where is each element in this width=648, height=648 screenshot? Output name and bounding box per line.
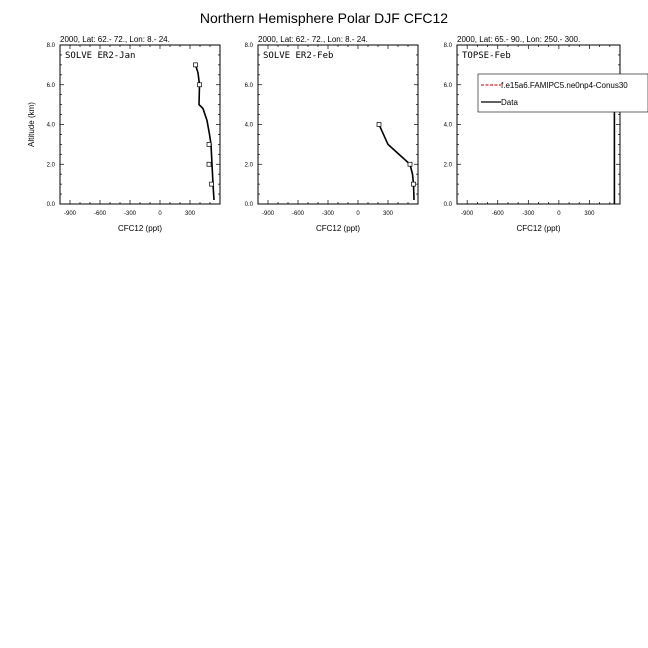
series-line xyxy=(194,64,215,201)
panel-subtitle: 2000, Lat: 62.- 72., Lon: 8.- 24. xyxy=(60,35,170,44)
x-axis-label: CFC12 (ppt) xyxy=(118,224,162,233)
panels: 2000, Lat: 62.- 72., Lon: 8.- 24. -900 -60… xyxy=(27,35,648,233)
x-tick-label: -300 xyxy=(124,211,137,217)
data-layer xyxy=(193,62,215,201)
x-tick-label: 300 xyxy=(185,211,196,217)
x-tick-label: -300 xyxy=(522,211,535,217)
y-tick-label: 6.0 xyxy=(245,83,254,89)
y-tick-label: 6.0 xyxy=(47,83,56,89)
y-axis-label: Altitude (km) xyxy=(27,102,36,147)
chart-panel-2: 2000, Lat: 62.- 72., Lon: 8.- 24. -900 -60… xyxy=(245,35,419,233)
data-marker xyxy=(206,161,212,167)
x-tick-label: -600 xyxy=(492,211,505,217)
y-tick-label: 4.0 xyxy=(47,123,56,129)
x-tick-label: -900 xyxy=(461,211,474,217)
figure-title: Northern Hemisphere Polar DJF CFC12 xyxy=(200,10,448,26)
chart-panel-1: 2000, Lat: 62.- 72., Lon: 8.- 24. -900 -60… xyxy=(27,35,221,233)
panel-subtitle: 2000, Lat: 62.- 72., Lon: 8.- 24. xyxy=(258,35,368,44)
panel-subtitle: 2000, Lat: 65.- 90., Lon: 250.- 300. xyxy=(457,35,580,44)
y-tick-label: 0.0 xyxy=(47,202,56,208)
data-marker xyxy=(206,142,212,147)
x-tick-label: -300 xyxy=(322,211,335,217)
legend-label: f.e15a6.FAMIPC5.ne0np4-Conus30 xyxy=(501,81,628,90)
x-tick-label: 0 xyxy=(356,211,360,217)
x-axis-label: CFC12 (ppt) xyxy=(516,224,560,233)
y-tick-label: 2.0 xyxy=(444,162,453,168)
y-tick-label: 2.0 xyxy=(245,162,254,168)
y-tick-label: 8.0 xyxy=(444,43,453,49)
x-tick-label: 0 xyxy=(158,211,162,217)
y-tick-label: 0.0 xyxy=(444,202,453,208)
data-marker xyxy=(193,62,198,68)
y-tick-label: 8.0 xyxy=(47,43,56,49)
legend: f.e15a6.FAMIPC5.ne0np4-Conus30 Data xyxy=(477,73,648,113)
data-marker xyxy=(376,122,382,127)
series-line xyxy=(378,124,415,201)
x-tick-label: 300 xyxy=(584,211,595,217)
x-tick-label: -600 xyxy=(292,211,305,217)
data-marker xyxy=(411,181,416,187)
x-axis-label: CFC12 (ppt) xyxy=(316,224,360,233)
data-layer xyxy=(376,122,416,201)
legend-label: Data xyxy=(501,98,518,107)
chart-panel-3: 2000, Lat: 65.- 90., Lon: 250.- 300. -900… xyxy=(444,35,648,233)
x-tick-label: 0 xyxy=(557,211,561,217)
y-tick-label: 4.0 xyxy=(245,123,254,129)
y-tick-label: 2.0 xyxy=(47,162,56,168)
y-tick-label: 6.0 xyxy=(444,83,453,89)
panel-label: TOPSE-Feb xyxy=(462,51,511,61)
x-tick-label: -900 xyxy=(64,211,77,217)
data-marker xyxy=(197,82,202,88)
y-tick-label: 8.0 xyxy=(245,43,254,49)
legend-box xyxy=(477,73,648,113)
data-marker xyxy=(209,181,214,187)
plot-frame xyxy=(257,44,419,205)
plot-frame xyxy=(456,44,621,205)
data-marker xyxy=(407,161,413,167)
y-tick-label: 0.0 xyxy=(245,202,254,208)
panel-label: SOLVE ER2-Jan xyxy=(65,51,135,61)
x-tick-label: -900 xyxy=(262,211,275,217)
y-tick-label: 4.0 xyxy=(444,123,453,129)
x-tick-label: 300 xyxy=(383,211,394,217)
x-tick-label: -600 xyxy=(94,211,107,217)
panel-label: SOLVE ER2-Feb xyxy=(263,51,333,61)
